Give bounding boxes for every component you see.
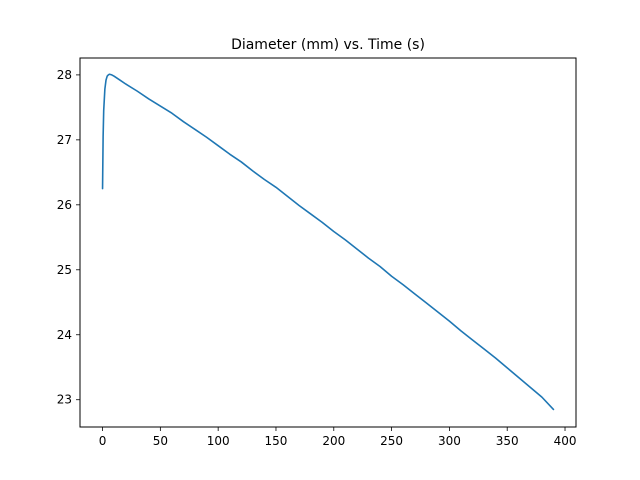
x-tick-label: 0 [99,434,107,448]
series-line-0 [101,73,555,411]
x-tick-label: 400 [554,434,577,448]
x-tick-label: 300 [438,434,461,448]
x-tick-label: 100 [207,434,230,448]
x-tick-label: 250 [380,434,403,448]
y-tick-label: 25 [57,263,72,277]
x-axis: 0 50 100 150 200 250 300 350 400 [99,427,577,448]
y-tick-label: 24 [57,328,72,342]
x-tick-label: 200 [322,434,345,448]
plot-area [101,73,555,411]
x-tick-label: 50 [153,434,168,448]
x-tick-label: 150 [265,434,288,448]
chart-title: Diameter (mm) vs. Time (s) [231,37,425,53]
y-axis: 23 24 25 26 27 28 [57,68,80,407]
y-tick-label: 27 [57,133,72,147]
y-tick-label: 26 [57,198,72,212]
y-tick-label: 23 [57,393,72,407]
axes-frame [79,57,577,428]
x-tick-label: 350 [496,434,519,448]
y-tick-label: 28 [57,68,72,82]
